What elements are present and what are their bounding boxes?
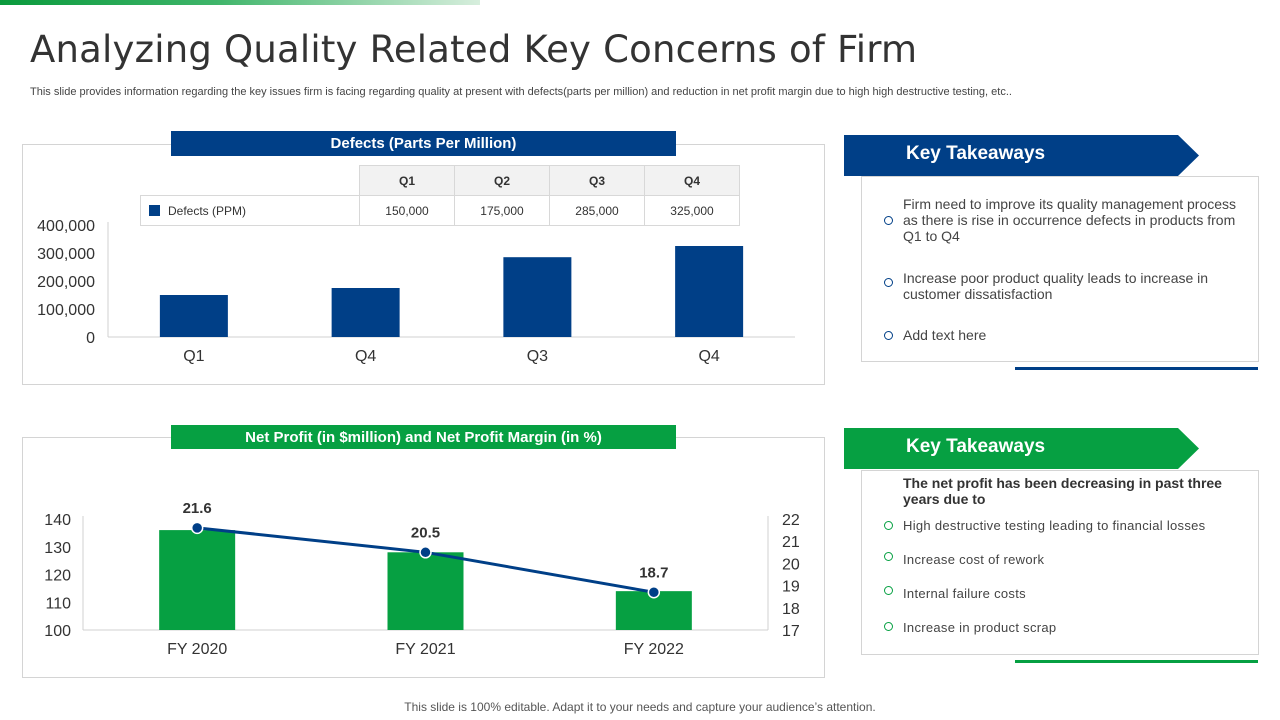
bullet-text: Internal failure costs bbox=[903, 586, 1026, 601]
table-corner bbox=[141, 166, 360, 196]
takeaways-1-banner: Key Takeaways bbox=[844, 135, 1199, 176]
table-cell: 285,000 bbox=[549, 195, 645, 226]
page-title: Analyzing Quality Related Key Concerns o… bbox=[30, 28, 918, 71]
takeaways-1-heading: Key Takeaways bbox=[906, 143, 1046, 164]
bullet-circle-icon bbox=[884, 622, 893, 631]
takeaway-1-bullet: Firm need to improve its quality managem… bbox=[884, 196, 1248, 244]
takeaway-2-bullet: Increase in product scrap bbox=[884, 620, 1248, 636]
defects-data-table: Q1 Q2 Q3 Q4 Defects (PPM) 150,000 175,00… bbox=[140, 165, 740, 226]
takeaway-1-bullet: Add text here bbox=[884, 327, 1248, 343]
takeaway-2-bullet: Increase cost of rework bbox=[884, 552, 1248, 568]
legend-swatch bbox=[149, 204, 160, 216]
takeaway-2-bullet: Internal failure costs bbox=[884, 586, 1248, 602]
takeaways-2-underline bbox=[1015, 660, 1258, 663]
bullet-text: Add text here bbox=[903, 327, 987, 343]
table-header-cell: Q1 bbox=[359, 165, 455, 196]
takeaways-1-box bbox=[861, 176, 1259, 362]
bullet-circle-icon bbox=[884, 278, 893, 287]
table-header-cell: Q4 bbox=[644, 165, 740, 196]
bullet-circle-icon bbox=[884, 331, 893, 340]
takeaway-2-bullet: High destructive testing leading to fina… bbox=[884, 518, 1248, 534]
table-cell: 325,000 bbox=[644, 195, 740, 226]
banner-arrow-shape bbox=[844, 428, 1199, 469]
bullet-text: Firm need to improve its quality managem… bbox=[903, 196, 1237, 244]
takeaways-2-heading: Key Takeaways bbox=[906, 436, 1046, 457]
bullet-circle-icon bbox=[884, 216, 893, 225]
table-series-label: Defects (PPM) bbox=[140, 195, 360, 226]
profit-panel bbox=[22, 437, 825, 678]
bullet-text: Increase poor product quality leads to i… bbox=[903, 270, 1209, 302]
takeaways-2-box bbox=[861, 470, 1259, 655]
footer-note: This slide is 100% editable. Adapt it to… bbox=[404, 700, 876, 714]
takeaways-2-lead: The net profit has been decreasing in pa… bbox=[903, 475, 1222, 507]
page-subtitle: This slide provides information regardin… bbox=[30, 86, 1012, 98]
table-row: Defects (PPM) 150,000 175,000 285,000 32… bbox=[140, 195, 740, 226]
defects-panel-header: Defects (Parts Per Million) bbox=[171, 131, 676, 156]
takeaways-2-banner: Key Takeaways bbox=[844, 428, 1199, 469]
table-cell: 175,000 bbox=[454, 195, 550, 226]
table-cell: 150,000 bbox=[359, 195, 455, 226]
table-header-row: Q1 Q2 Q3 Q4 bbox=[141, 165, 740, 196]
banner-arrow-shape bbox=[844, 135, 1199, 176]
takeaway-1-bullet: Increase poor product quality leads to i… bbox=[884, 270, 1248, 302]
bullet-text: High destructive testing leading to fina… bbox=[903, 518, 1206, 533]
bullet-circle-icon bbox=[884, 552, 893, 561]
table-header-cell: Q2 bbox=[454, 165, 550, 196]
table-header-cell: Q3 bbox=[549, 165, 645, 196]
bullet-circle-icon bbox=[884, 521, 893, 530]
profit-panel-header: Net Profit (in $million) and Net Profit … bbox=[171, 425, 676, 449]
bullet-text: Increase cost of rework bbox=[903, 552, 1045, 567]
takeaways-1-underline bbox=[1015, 367, 1258, 370]
top-accent-bar bbox=[0, 0, 480, 5]
bullet-circle-icon bbox=[884, 586, 893, 595]
bullet-text: Increase in product scrap bbox=[903, 620, 1057, 635]
table-series-label-text: Defects (PPM) bbox=[168, 203, 247, 218]
